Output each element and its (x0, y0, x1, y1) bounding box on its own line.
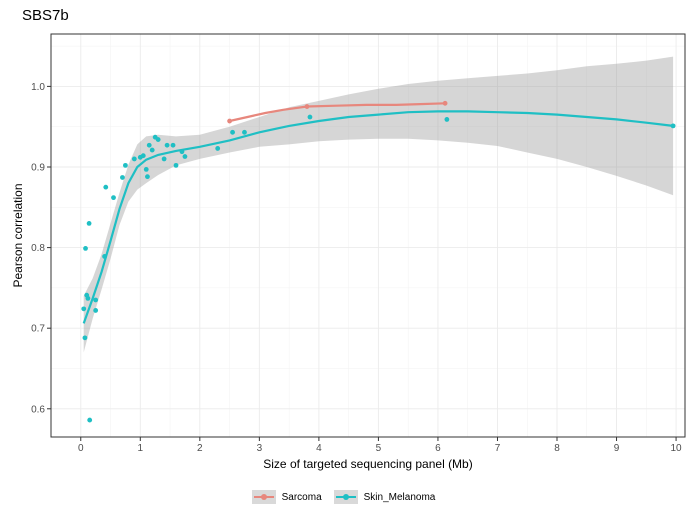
legend-label-sarcoma: Sarcoma (281, 491, 322, 503)
data-point-skin-melanoma (81, 306, 87, 312)
x-axis-title: Size of targeted sequencing panel (Mb) (263, 457, 472, 471)
data-point-skin-melanoma (155, 137, 161, 142)
legend-key-sarcoma (251, 490, 276, 504)
data-point-skin-melanoma (173, 162, 179, 168)
data-point-skin-melanoma (444, 117, 450, 122)
data-point-skin-melanoma (140, 153, 146, 159)
legend-key-skin-melanoma (333, 490, 358, 504)
x-tick-label: 4 (316, 443, 322, 454)
data-point-skin-melanoma (82, 335, 88, 341)
x-tick-label: 3 (257, 443, 263, 454)
data-point-skin-melanoma (120, 175, 125, 180)
y-tick-label: 0.9 (31, 162, 45, 173)
data-point-sarcoma (227, 118, 232, 124)
y-tick-label: 0.8 (31, 243, 45, 254)
data-point-skin-melanoma (123, 162, 128, 168)
x-axis-ticks: 0 1 2 3 4 5 6 7 8 9 10 (78, 437, 682, 454)
data-point-skin-melanoma (111, 195, 116, 201)
chart-title: SBS7b (22, 7, 69, 24)
x-tick-label: 1 (138, 443, 144, 454)
plot-panel (51, 34, 685, 437)
legend: Sarcoma Skin_Melanoma (0, 490, 687, 504)
smooth-lines (82, 102, 674, 324)
data-point-skin-melanoma (93, 297, 99, 303)
grid-minor (51, 34, 685, 437)
data-point-skin-melanoma (670, 123, 676, 129)
x-tick-label: 10 (671, 443, 683, 454)
data-point-skin-melanoma (85, 295, 91, 301)
legend-item-skin-melanoma: Skin_Melanoma (333, 490, 436, 504)
y-tick-label: 0.7 (31, 324, 45, 335)
data-point-skin-melanoma (143, 167, 149, 172)
y-tick-label: 0.6 (31, 404, 45, 415)
y-axis-title: Pearson correlation (11, 183, 25, 287)
data-point-skin-melanoma (170, 142, 176, 148)
data-point-skin-melanoma (242, 129, 247, 135)
data-point-skin-melanoma (149, 147, 155, 153)
x-tick-label: 5 (376, 443, 382, 454)
plot-border (50, 33, 686, 438)
data-point-skin-melanoma (102, 254, 107, 259)
grid-major (51, 34, 685, 437)
x-tick-label: 7 (495, 443, 501, 454)
x-tick-label: 6 (435, 443, 441, 454)
x-tick-label: 9 (614, 443, 620, 454)
data-points (81, 100, 676, 423)
x-tick-label: 2 (197, 443, 203, 454)
y-tick-label: 1.0 (31, 82, 45, 93)
smooth-line-sarcoma (229, 102, 446, 123)
data-point-skin-melanoma (87, 417, 93, 423)
data-point-sarcoma (304, 104, 310, 109)
data-point-skin-melanoma (215, 146, 221, 151)
data-point-skin-melanoma (164, 142, 170, 148)
data-point-skin-melanoma (86, 221, 92, 226)
data-point-skin-melanoma (131, 156, 137, 162)
data-point-skin-melanoma (230, 129, 235, 135)
data-point-sarcoma (442, 100, 448, 106)
smooth-line-skin-melanoma (82, 110, 674, 324)
legend-item-sarcoma: Sarcoma (251, 490, 322, 504)
y-axis-ticks: 0.6 0.7 0.8 0.9 1.0 (31, 82, 51, 415)
legend-label-skin-melanoma: Skin_Melanoma (363, 491, 436, 503)
x-tick-label: 8 (554, 443, 560, 454)
data-point-skin-melanoma (161, 156, 167, 162)
data-point-skin-melanoma (182, 154, 188, 159)
data-point-skin-melanoma (93, 308, 99, 313)
x-tick-label: 0 (78, 443, 84, 454)
data-point-skin-melanoma (145, 174, 150, 180)
data-point-skin-melanoma (307, 114, 313, 120)
data-point-skin-melanoma (83, 245, 88, 251)
data-point-skin-melanoma (179, 149, 185, 155)
data-point-skin-melanoma (103, 184, 109, 190)
data-point-skin-melanoma (146, 142, 152, 148)
